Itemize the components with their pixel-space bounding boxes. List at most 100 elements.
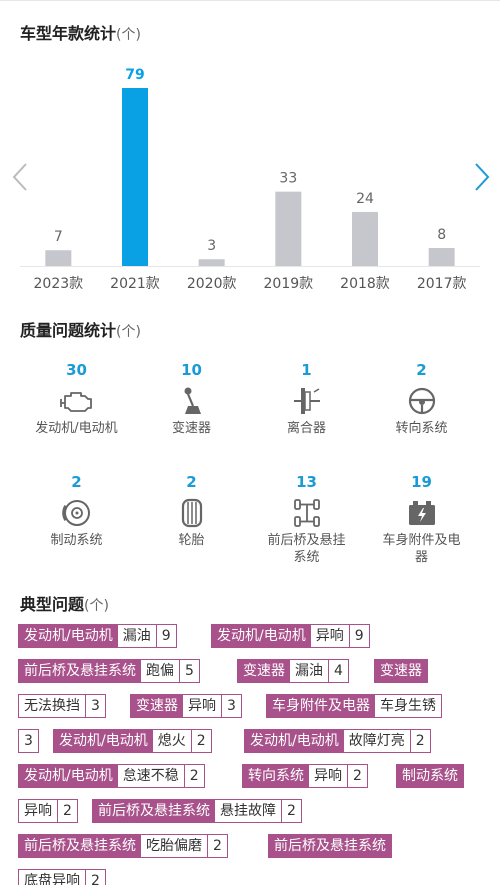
issue-tag[interactable]: 前后桥及悬挂系统 吃胎偏磨 2 xyxy=(18,834,228,858)
top-divider xyxy=(0,0,500,4)
bar-value-label: 8 xyxy=(437,227,446,243)
tag-system: 发动机/电动机 xyxy=(54,730,153,752)
bar-2017款[interactable] xyxy=(428,247,455,266)
quality-item-steering[interactable]: 2 转向系统 xyxy=(364,360,479,437)
tag-system: 发动机/电动机 xyxy=(245,730,344,752)
model-year-title-text: 车型年款统计 xyxy=(20,24,117,43)
quality-title-text: 质量问题统计 xyxy=(20,321,117,340)
tag-count: 2 xyxy=(353,768,362,784)
chart-next-button[interactable] xyxy=(470,160,494,194)
tag-system: 前后桥及悬挂系统 xyxy=(269,835,391,857)
bar-2020款[interactable] xyxy=(198,259,225,266)
issue-tag[interactable]: 发动机/电动机 故障灯亮 2 xyxy=(244,729,431,753)
tag-system: 发动机/电动机 xyxy=(212,625,311,647)
quality-label: 发动机/电动机 xyxy=(35,421,118,436)
issue-tag[interactable]: 发动机/电动机 异响 9 xyxy=(211,624,370,648)
tag-system: 转向系统 xyxy=(243,765,309,787)
issue-tag[interactable]: 制动系统 xyxy=(396,764,464,788)
battery-icon xyxy=(408,501,435,525)
quality-item-axle[interactable]: 13 前后桥及悬挂 系统 xyxy=(249,472,364,566)
issue-tag[interactable]: 底盘异响 2 xyxy=(18,869,106,885)
chevron-left-icon xyxy=(12,163,27,191)
quality-count: 13 xyxy=(296,473,317,491)
tag-symptom: 无法换挡 xyxy=(19,695,86,717)
category-label: 2020款 xyxy=(187,276,237,292)
issue-tag[interactable]: 发动机/电动机 漏油 9 xyxy=(18,624,177,648)
category-label: 2021款 xyxy=(110,276,160,292)
issue-tag[interactable]: 车身附件及电器 车身生锈 xyxy=(266,694,442,718)
tag-symptom: 异响 xyxy=(309,765,348,787)
quality-label: 制动系统 xyxy=(50,533,103,548)
issue-tag[interactable]: 发动机/电动机 熄火 2 xyxy=(53,729,212,753)
tag-count: 4 xyxy=(334,663,343,679)
category-label: 2023款 xyxy=(34,276,84,292)
tag-count: 3 xyxy=(91,698,100,714)
tag-system: 车身附件及电器 xyxy=(267,695,375,717)
issue-tag[interactable]: 变速器 xyxy=(374,659,428,683)
tag-count: 9 xyxy=(161,628,171,644)
quality-item-tire[interactable]: 2 轮胎 xyxy=(134,472,249,549)
bar-value-label: 3 xyxy=(207,238,216,254)
quality-label: 轮胎 xyxy=(178,533,205,548)
quality-count: 2 xyxy=(416,361,427,379)
category-label: 2017款 xyxy=(417,276,467,292)
tag-system: 变速器 xyxy=(375,660,427,682)
bar-2019款[interactable] xyxy=(275,191,302,266)
issue-tag[interactable]: 前后桥及悬挂系统 悬挂故障 2 xyxy=(92,799,302,823)
issue-tag[interactable]: 无法换挡 3 xyxy=(18,694,106,718)
quality-count: 2 xyxy=(71,473,82,491)
issue-tag[interactable]: 异响 2 xyxy=(18,799,78,823)
typical-title: 典型问题(个) xyxy=(20,591,109,615)
quality-label: 变速器 xyxy=(171,421,211,436)
model-year-unit: (个) xyxy=(116,27,141,43)
quality-label: 前后桥及悬挂 系统 xyxy=(267,533,346,565)
quality-item-engine[interactable]: 30 发动机/电动机 xyxy=(19,360,134,437)
quality-title: 质量问题统计(个) xyxy=(20,317,141,341)
quality-item-body-electrical[interactable]: 19 车身附件及电 器 xyxy=(364,472,479,566)
tag-symptom: 吃胎偏磨 xyxy=(141,835,208,857)
quality-item-clutch[interactable]: 1 离合器 xyxy=(249,360,364,437)
bar-value-label: 24 xyxy=(356,191,374,207)
quality-item-brake[interactable]: 2 制动系统 xyxy=(19,472,134,549)
tag-system: 制动系统 xyxy=(397,765,463,787)
tag-system: 前后桥及悬挂系统 xyxy=(19,660,141,682)
tag-symptom: 异响 xyxy=(183,695,222,717)
issue-tag[interactable]: 前后桥及悬挂系统 跑偏 5 xyxy=(18,659,200,683)
chart-prev-button[interactable] xyxy=(8,160,32,194)
bar-2018款[interactable] xyxy=(352,211,378,266)
issue-tag[interactable]: 发动机/电动机 怠速不稳 2 xyxy=(18,764,205,788)
tag-symptom: 故障灯亮 xyxy=(344,730,411,752)
issue-tag[interactable]: 前后桥及悬挂系统 xyxy=(268,834,392,858)
issue-tag[interactable]: 3 xyxy=(18,729,39,753)
typical-unit: (个) xyxy=(84,598,109,614)
bar-2021款[interactable] xyxy=(122,88,148,266)
tag-system: 发动机/电动机 xyxy=(19,765,118,787)
quality-item-transmission[interactable]: 10 变速器 xyxy=(134,360,249,437)
issue-tag[interactable]: 变速器 漏油 4 xyxy=(237,659,349,683)
tag-system: 前后桥及悬挂系统 xyxy=(19,835,141,857)
tag-symptom: 车身生锈 xyxy=(380,698,436,714)
tag-count: 3 xyxy=(24,733,33,749)
quality-count: 2 xyxy=(186,473,197,491)
axle-icon xyxy=(293,499,320,527)
tag-symptom: 跑偏 xyxy=(141,660,180,682)
tag-count: 2 xyxy=(189,768,199,784)
tag-symptom: 熄火 xyxy=(153,730,192,752)
issue-tag[interactable]: 变速器 异响 3 xyxy=(130,694,242,718)
bar-value-label: 79 xyxy=(125,67,144,83)
tag-count: 2 xyxy=(213,838,222,854)
clutch-icon xyxy=(293,388,320,414)
model-year-bar-chart: 7 2023款 79 2021款 3 2020款 33 2019款 24 2018款 8 2017款 xyxy=(20,67,480,292)
tag-symptom: 底盘异响 xyxy=(19,870,86,885)
tag-system: 变速器 xyxy=(131,695,183,717)
chevron-right-icon xyxy=(475,163,490,191)
issue-tag[interactable]: 转向系统 异响 2 xyxy=(242,764,368,788)
tag-count: 3 xyxy=(227,698,236,714)
tag-symptom: 悬挂故障 xyxy=(215,800,282,822)
quality-label: 转向系统 xyxy=(395,421,448,436)
gear-shift-icon xyxy=(184,387,201,414)
bar-2023款[interactable] xyxy=(45,250,72,266)
tag-symptom: 异响 xyxy=(19,800,58,822)
tire-icon xyxy=(181,498,202,528)
quality-count: 30 xyxy=(66,361,87,379)
